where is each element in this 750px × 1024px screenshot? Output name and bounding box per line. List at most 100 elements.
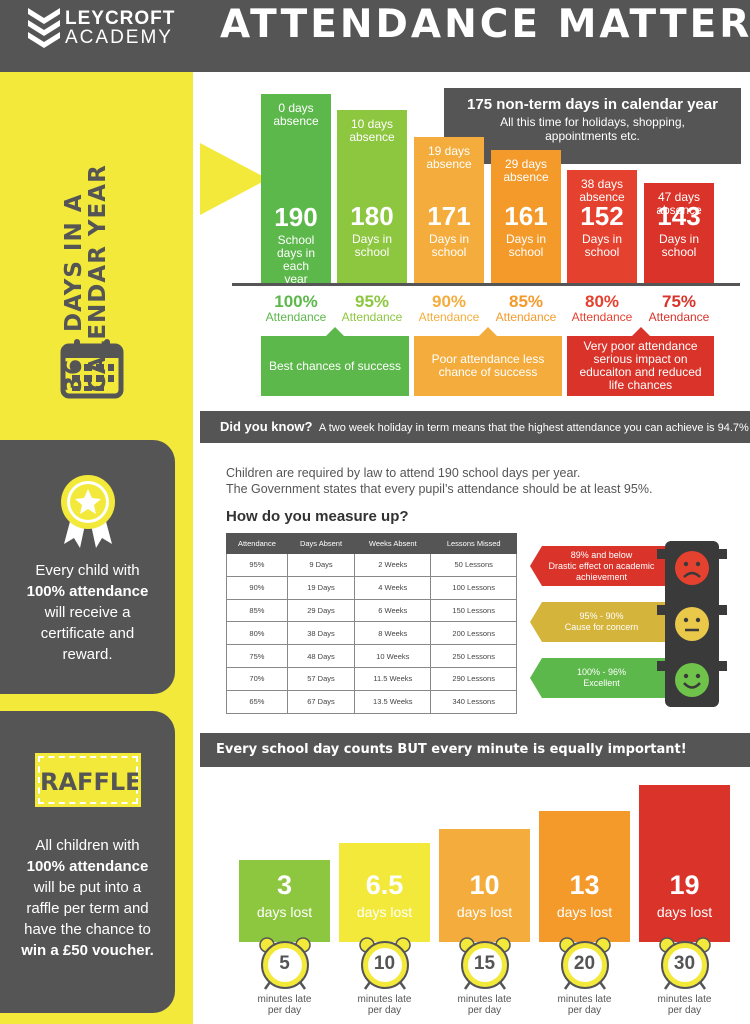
days-lost-value: 13 <box>569 870 600 900</box>
bar-absence: 0 days absence <box>273 101 319 128</box>
table-cell: 50 Lessons <box>430 553 517 577</box>
traffic-light-ear <box>717 661 727 671</box>
traffic-label-line1: 100% - 96% <box>576 667 627 677</box>
traffic-label: 95% - 90% Cause for concern <box>530 602 665 642</box>
non-term-heading: 175 non-term days in calendar year <box>467 96 718 113</box>
raffle-text: All children with 100% attendance will b… <box>10 835 165 961</box>
percent-label: Attendance <box>648 310 710 324</box>
days-lost-bar: 3 days lost <box>239 860 330 942</box>
bar-absence: 10 days absence <box>349 117 395 144</box>
certificate-line1: Every child with <box>35 562 140 579</box>
percent-value: 100% <box>274 292 318 311</box>
traffic-label-line1: 89% and below <box>570 549 633 560</box>
traffic-label-text: 89% and below Drastic effect on academic … <box>538 550 665 583</box>
table-cell: 90% <box>226 575 288 600</box>
minutes-late-value: 30 <box>673 953 696 974</box>
table-header-cell: Days Absent <box>286 533 356 554</box>
certificate-line2: 100% attendance <box>26 583 149 600</box>
table-cell: 80% <box>226 621 288 646</box>
table-cell: 57 Days <box>286 666 356 691</box>
alarm-clock-icon <box>458 937 511 990</box>
table-cell: 75% <box>226 644 288 668</box>
raffle-line2: 100% attendance <box>26 858 149 875</box>
chart-baseline <box>232 283 740 286</box>
minutes-late-label: minutes late per day <box>357 994 412 1016</box>
days-lost-label: days lost <box>656 904 713 920</box>
page-title: ATTENDANCE MATTERS <box>220 2 750 47</box>
table-cell: 19 Days <box>286 575 356 600</box>
table-cell: 8 Weeks <box>354 621 432 646</box>
did-you-know-banner: Did you know? A two week holiday in term… <box>200 411 750 443</box>
minutes-late-label: minutes late per day <box>457 994 512 1016</box>
table-cell: 65% <box>226 689 288 714</box>
alarm-clock-icon <box>258 937 311 990</box>
table-cell: 10 Weeks <box>354 644 432 668</box>
attendance-percent: 95% Attendance <box>332 293 412 324</box>
bar-absence: 47 days absence <box>656 190 702 217</box>
measure-title: How do you measure up? <box>226 508 409 525</box>
table-cell: 9 Days <box>286 553 356 577</box>
traffic-label-line2: Drastic effect on academic achievement <box>548 560 655 582</box>
attendance-bar: 0 days absence 190 School days in each yea… <box>261 94 331 286</box>
days-lost-label: days lost <box>256 904 313 920</box>
logo: LEYCROFT ACADEMY <box>28 6 198 48</box>
attendance-bar: 29 days absence 161 Days in school <box>491 150 561 283</box>
traffic-label-text: 100% - 96% Excellent <box>577 667 626 689</box>
table-cell: 38 Days <box>286 621 356 646</box>
intro-line1: Children are required by law to attend 1… <box>226 466 581 480</box>
percent-value: 90% <box>431 292 467 311</box>
bar-days: 180 <box>350 201 394 231</box>
table-cell: 29 Days <box>286 598 356 623</box>
bar-absence: 29 days absence <box>503 157 549 184</box>
traffic-label-line1: 95% - 90% <box>579 611 624 621</box>
table-cell: 150 Lessons <box>430 598 517 623</box>
percent-value: 85% <box>508 292 544 311</box>
raffle-line1: All children with <box>35 837 140 854</box>
non-term-sub: All this time for holidays, shopping, ap… <box>500 115 685 143</box>
non-term-box: 175 non-term days in calendar year All t… <box>444 88 741 164</box>
days-lost-label: days lost <box>356 904 413 920</box>
traffic-label: 100% - 96% Excellent <box>530 658 665 698</box>
table-header-cell: Weeks Absent <box>354 533 432 554</box>
traffic-light-ear <box>657 605 667 615</box>
note-poor: Poor attendance less chance of success <box>414 327 562 396</box>
intro-text: Children are required by law to attend 1… <box>226 465 726 497</box>
certificate-line3: will receive a <box>44 604 131 621</box>
logo-line2: ACADEMY <box>65 27 173 48</box>
table-row: 75% 48 Days 10 Weeks 250 Lessons <box>226 644 517 668</box>
minutes-late-label: minutes late per day <box>557 994 612 1016</box>
note-best: Best chances of success <box>261 327 409 396</box>
minutes-late-label: minutes late per day <box>257 994 312 1016</box>
traffic-light-ear <box>717 549 727 559</box>
attendance-percent: 75% Attendance <box>639 293 719 324</box>
table-cell: 13.5 Weeks <box>354 689 432 714</box>
raffle-line3: will be put into a <box>33 879 142 896</box>
neutral-face-icon <box>675 607 709 641</box>
attendance-table: Attendance Days Absent Weeks Absent Less… <box>226 533 517 714</box>
table-cell: 200 Lessons <box>430 621 517 646</box>
sad-face-icon <box>675 551 709 585</box>
table-row: 85% 29 Days 6 Weeks 150 Lessons <box>226 598 517 623</box>
percent-label: Attendance <box>495 310 557 324</box>
traffic-light-ear <box>717 605 727 615</box>
alarm-clock-icon <box>358 937 411 990</box>
traffic-label: 89% and below Drastic effect on academic … <box>530 546 665 586</box>
days-lost-bar: 6.5 days lost <box>339 843 430 942</box>
award-star-icon <box>61 475 115 548</box>
table-cell: 2 Weeks <box>354 553 432 577</box>
traffic-label-text: 95% - 90% Cause for concern <box>565 611 639 633</box>
table-header-cell: Attendance <box>226 533 288 554</box>
alarm-clock-icon <box>558 937 611 990</box>
alarm-clock-icon <box>658 937 711 990</box>
table-row: 95% 9 Days 2 Weeks 50 Lessons <box>226 553 517 577</box>
table-row: 70% 57 Days 11.5 Weeks 290 Lessons <box>226 666 517 691</box>
minutes-late-label: minutes late per day <box>657 994 712 1016</box>
table-cell: 70% <box>226 666 288 691</box>
table-row: 65% 67 Days 13.5 Weeks 340 Lessons <box>226 689 517 714</box>
attendance-bar: 19 days absence 171 Days in school <box>414 137 484 283</box>
raffle-line5: have the chance to <box>24 921 151 938</box>
table-row: 90% 19 Days 4 Weeks 100 Lessons <box>226 575 517 600</box>
traffic-label-line2: Excellent <box>583 678 620 688</box>
traffic-light <box>657 541 727 707</box>
minutes-late-value: 15 <box>473 953 496 974</box>
